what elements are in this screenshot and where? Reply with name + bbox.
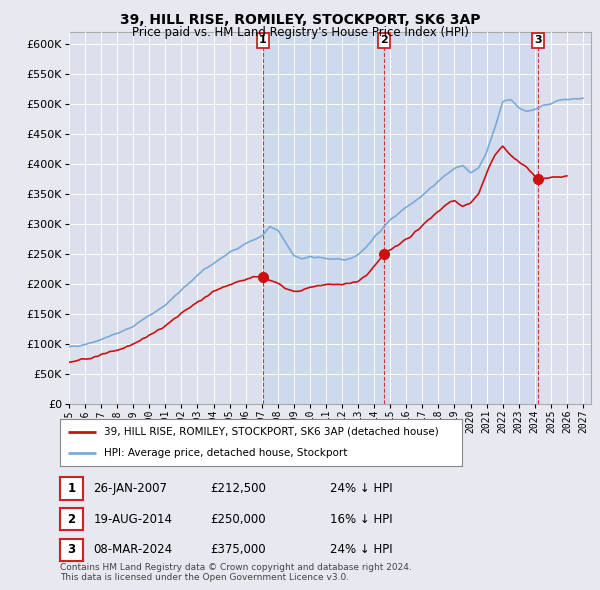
Text: HPI: Average price, detached house, Stockport: HPI: Average price, detached house, Stoc… [104, 448, 347, 458]
Text: 24% ↓ HPI: 24% ↓ HPI [330, 482, 392, 495]
Text: 3: 3 [534, 35, 542, 45]
Text: 24% ↓ HPI: 24% ↓ HPI [330, 543, 392, 556]
Text: 1: 1 [67, 482, 76, 495]
Text: 1: 1 [259, 35, 267, 45]
Text: 3: 3 [67, 543, 76, 556]
Text: Price paid vs. HM Land Registry's House Price Index (HPI): Price paid vs. HM Land Registry's House … [131, 26, 469, 39]
Text: 39, HILL RISE, ROMILEY, STOCKPORT, SK6 3AP (detached house): 39, HILL RISE, ROMILEY, STOCKPORT, SK6 3… [104, 427, 439, 437]
Text: £212,500: £212,500 [210, 482, 266, 495]
Text: 19-AUG-2014: 19-AUG-2014 [94, 513, 173, 526]
Text: 39, HILL RISE, ROMILEY, STOCKPORT, SK6 3AP: 39, HILL RISE, ROMILEY, STOCKPORT, SK6 3… [120, 13, 480, 27]
Text: 08-MAR-2024: 08-MAR-2024 [94, 543, 173, 556]
Text: 16% ↓ HPI: 16% ↓ HPI [330, 513, 392, 526]
Text: 2: 2 [380, 35, 388, 45]
Text: £250,000: £250,000 [210, 513, 266, 526]
Text: Contains HM Land Registry data © Crown copyright and database right 2024.
This d: Contains HM Land Registry data © Crown c… [60, 563, 412, 582]
Bar [384, 32, 538, 404]
Text: 26-JAN-2007: 26-JAN-2007 [94, 482, 167, 495]
Bar [263, 32, 384, 404]
Text: £375,000: £375,000 [210, 543, 266, 556]
Text: 2: 2 [67, 513, 76, 526]
